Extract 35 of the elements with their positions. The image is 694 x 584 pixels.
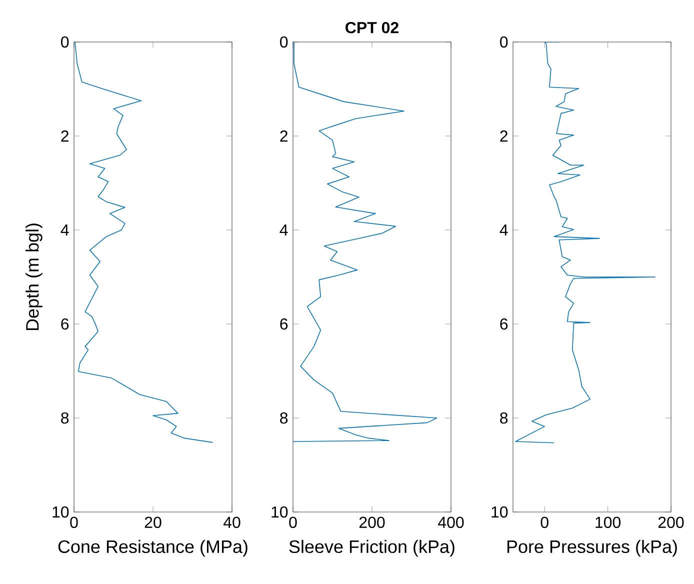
- x-axis-title: Sleeve Friction (kPa): [289, 540, 454, 557]
- y-tick-label: 2: [61, 130, 68, 142]
- x-axis-title: Pore Pressures (kPa): [507, 540, 677, 557]
- x-tick-label: 20: [144, 516, 162, 528]
- y-tick-label: 10: [492, 506, 508, 518]
- y-tick-label: 6: [61, 318, 69, 330]
- chart-title: CPT 02: [346, 22, 398, 34]
- y-tick-label: 0: [61, 36, 69, 48]
- x-tick-label: 40: [223, 516, 240, 528]
- y-tick-label: 0: [280, 36, 288, 48]
- x-tick-label: 0: [289, 516, 297, 528]
- y-tick-label: 8: [280, 412, 288, 424]
- x-tick-label: 100: [596, 516, 621, 528]
- y-tick-label: 4: [60, 224, 69, 236]
- line-series: [74, 42, 214, 443]
- y-tick-label: 10: [272, 506, 288, 518]
- line-series: [293, 42, 438, 442]
- y-tick-label: 6: [280, 318, 288, 330]
- line-series: [515, 42, 656, 444]
- y-tick-label: 8: [500, 412, 508, 424]
- x-tick-label: 200: [658, 516, 684, 528]
- y-tick-label: 6: [500, 318, 508, 330]
- x-tick-label: 0: [70, 516, 78, 528]
- x-tick-label: 0: [540, 516, 548, 528]
- y-axis-title: Depth (m bgl): [26, 224, 42, 330]
- y-tick-label: 8: [61, 412, 69, 424]
- y-tick-label: 2: [280, 130, 288, 142]
- x-tick-label: 400: [438, 516, 464, 528]
- y-tick-label: 10: [52, 506, 69, 518]
- y-tick-label: 0: [500, 36, 508, 48]
- y-tick-label: 2: [500, 130, 508, 142]
- x-axis-title: Cone Resistance (MPa): [58, 540, 248, 557]
- x-tick-label: 200: [359, 516, 385, 528]
- y-tick-label: 4: [500, 224, 508, 236]
- y-tick-label: 4: [280, 224, 288, 236]
